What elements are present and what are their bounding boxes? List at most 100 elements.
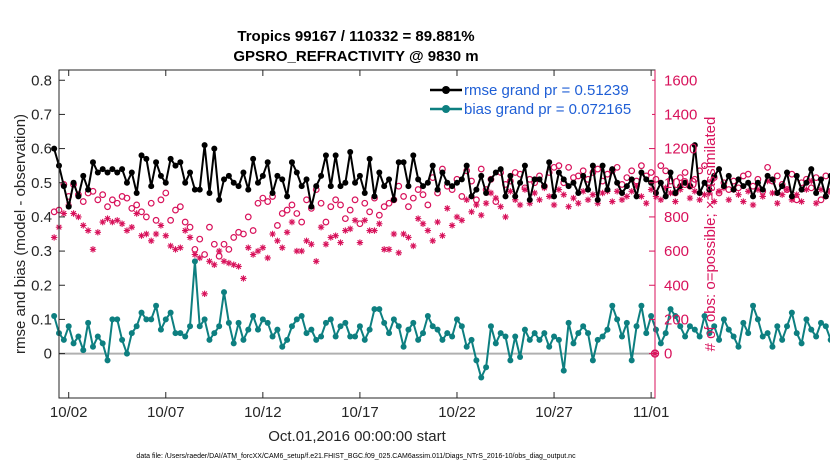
y2-tick-label: 200: [664, 311, 689, 328]
rmse-point: [313, 183, 320, 190]
rmse-point: [614, 179, 621, 186]
y2-tick-label: 1400: [664, 106, 697, 123]
rmse-point: [75, 193, 82, 200]
assimilated-obs-point: [337, 239, 344, 246]
assimilated-obs-point: [322, 241, 330, 248]
bias-point: [308, 326, 315, 333]
assimilated-obs-point: [371, 227, 378, 234]
assimilated-obs-point: [99, 218, 106, 226]
assimilated-obs-point: [531, 189, 538, 197]
bias-point: [284, 336, 291, 343]
bias-point: [327, 316, 334, 323]
possible-obs-point: [196, 235, 204, 243]
possible-obs-point: [676, 174, 684, 182]
rmse-point: [123, 179, 130, 186]
assimilated-obs-point: [691, 188, 698, 195]
assimilated-obs-point: [565, 203, 572, 210]
x-tick-label: 10/17: [341, 404, 379, 421]
assimilated-obs-point: [550, 201, 558, 209]
rmse-point: [352, 179, 359, 186]
possible-obs-point: [152, 216, 160, 224]
assimilated-obs-point: [778, 191, 786, 198]
rmse-point: [662, 193, 669, 200]
bias-point: [225, 319, 232, 326]
rmse-point: [730, 186, 737, 193]
assimilated-obs-point: [749, 201, 757, 209]
bias-point: [769, 343, 776, 350]
rmse-point: [191, 186, 198, 193]
bias-point: [167, 309, 174, 316]
rmse-point: [536, 176, 543, 183]
rmse-point: [395, 159, 402, 166]
bias-point: [439, 336, 446, 343]
rmse-point: [483, 190, 490, 196]
bias-point: [211, 330, 218, 337]
rmse-series: [51, 142, 830, 210]
bias-point: [245, 326, 252, 333]
bias-point: [162, 316, 169, 323]
rmse-point: [240, 169, 247, 176]
bias-point: [633, 323, 640, 330]
rmse-point: [298, 183, 305, 190]
bias-point: [259, 316, 266, 323]
possible-obs-point: [366, 208, 374, 216]
rmse-point: [517, 179, 524, 186]
bias-point: [521, 326, 528, 333]
assimilated-obs-point: [783, 186, 791, 193]
possible-obs-point: [356, 220, 364, 228]
bias-point: [720, 316, 727, 323]
assimilated-obs-point: [536, 196, 543, 204]
possible-obs-point: [764, 163, 771, 171]
rmse-point: [478, 172, 485, 179]
possible-obs-point: [298, 218, 306, 226]
rmse-point: [604, 186, 611, 193]
possible-obs-point: [225, 245, 233, 253]
possible-obs-point: [104, 203, 111, 211]
possible-obs-point: [220, 240, 228, 248]
rmse-point: [672, 190, 679, 196]
rmse-point: [551, 193, 558, 200]
rmse-point: [293, 169, 300, 176]
bias-point: [449, 333, 456, 340]
possible-obs-point: [172, 206, 179, 214]
possible-obs-point: [176, 203, 184, 211]
assimilated-obs-point: [744, 188, 752, 195]
assimilated-obs-point: [613, 188, 621, 195]
possible-obs-point: [240, 230, 247, 238]
bias-point: [754, 316, 761, 323]
rmse-point: [153, 159, 160, 166]
rmse-point: [492, 169, 499, 176]
rmse-point: [327, 183, 334, 190]
bias-point: [429, 323, 436, 330]
rmse-point: [696, 190, 703, 196]
bias-point: [201, 316, 208, 323]
y-tick-label: 0: [44, 346, 52, 363]
bias-point: [682, 333, 689, 340]
possible-obs-point: [113, 199, 121, 207]
bias-point: [65, 323, 72, 330]
assimilated-obs-point: [215, 247, 223, 255]
assimilated-obs-point: [366, 227, 373, 234]
bias-point: [788, 309, 795, 316]
possible-obs-point: [288, 201, 296, 209]
bias-point: [89, 343, 96, 350]
assimilated-obs-point: [332, 232, 339, 239]
bias-point: [502, 333, 509, 340]
assimilated-obs-point: [628, 188, 635, 195]
possible-obs-point: [424, 201, 432, 209]
bias-point: [80, 347, 87, 354]
rmse-point: [803, 179, 810, 186]
bias-point: [196, 323, 203, 330]
bias-point: [148, 316, 155, 323]
rmse-point: [716, 166, 723, 173]
assimilated-obs-point: [206, 258, 213, 265]
assimilated-obs-point: [788, 196, 796, 204]
possible-obs-point: [278, 210, 286, 217]
bias-point: [172, 330, 179, 337]
rmse-point: [531, 176, 538, 183]
possible-obs-point: [701, 162, 708, 170]
assimilated-obs-point: [439, 232, 446, 239]
rmse-point: [750, 193, 757, 200]
assimilated-obs-point: [220, 258, 228, 265]
bias-point: [677, 323, 684, 330]
